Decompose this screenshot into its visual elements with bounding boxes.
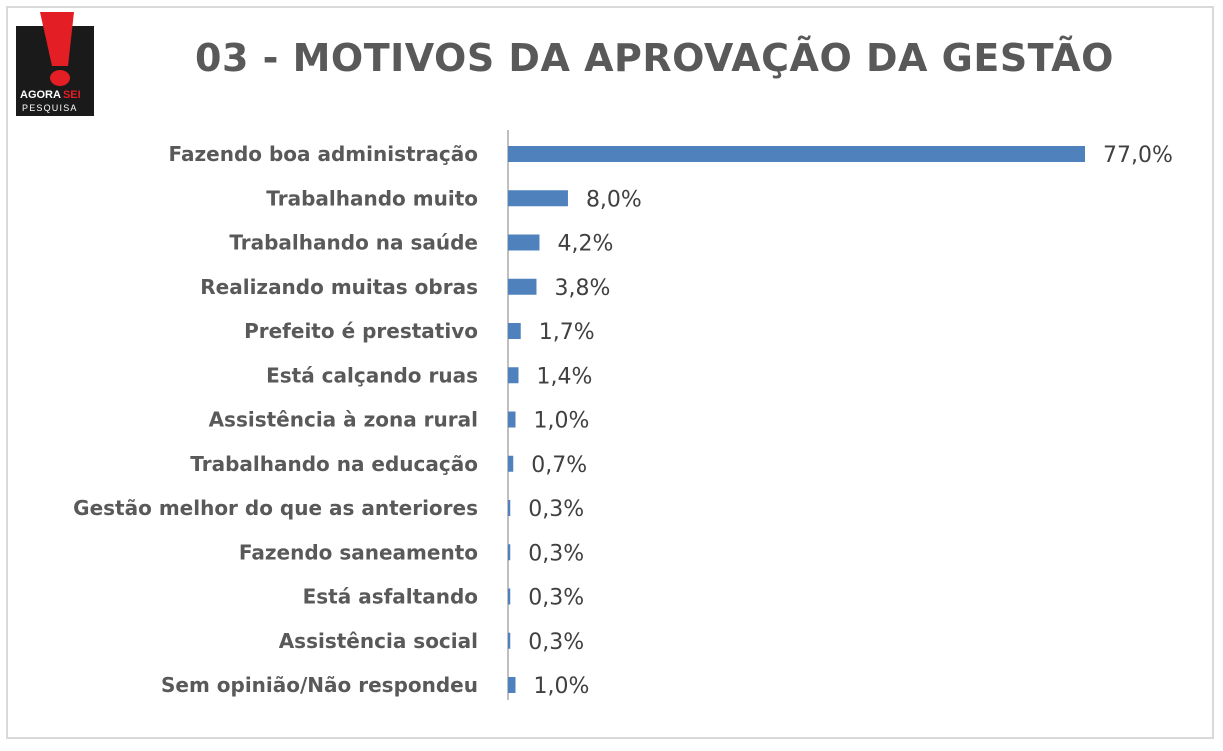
chart-frame [6,6,1214,739]
category-label: Assistência social [279,629,478,653]
logo-brand-sub: PESQUISA [22,103,78,113]
logo-brand-accent: SEI [63,89,81,101]
chart-title: 03 - MOTIVOS DA APROVAÇÃO DA GESTÃO [195,36,1114,80]
bar [508,632,511,649]
bar [508,455,514,472]
bar [508,190,568,207]
bar [508,323,521,339]
data-label: 1,0% [533,674,589,699]
bar [508,677,516,693]
category-label: Está calçando ruas [266,363,478,387]
data-label: 1,0% [533,409,589,434]
logo-graphic: AGORA SEI PESQUISA [16,12,94,116]
data-label: 1,4% [536,364,592,389]
bar [508,278,537,295]
category-label: Trabalhando muito [266,186,478,210]
bar [508,411,516,428]
data-label: 8,0% [586,187,642,212]
data-label: 0,3% [528,541,584,566]
category-label: Fazendo saneamento [239,540,478,564]
data-label: 0,3% [528,497,584,522]
data-label: 3,8% [554,276,610,301]
data-label: 77,0% [1103,143,1173,168]
data-label: 0,3% [528,630,584,655]
category-label: Fazendo boa administração [169,142,478,166]
logo-brand-main: AGORA [20,89,61,101]
agora-sei-logo: AGORA SEI PESQUISA [16,12,94,116]
data-label: 0,7% [531,453,587,478]
data-label: 4,2% [557,232,613,257]
bar [508,544,511,561]
category-label: Está asfaltando [303,585,478,609]
category-label: Trabalhando na saúde [229,231,478,255]
category-label: Assistência à zona rural [209,408,478,432]
bar [508,367,519,384]
category-label: Realizando muitas obras [200,275,478,299]
logo-exclamation-bar [40,12,74,66]
category-label: Trabalhando na educação [190,452,478,476]
logo-exclamation-dot [50,70,70,86]
data-label: 1,7% [539,320,595,345]
category-label: Gestão melhor do que as anteriores [73,496,478,520]
category-label: Sem opinião/Não respondeu [161,673,478,697]
data-label: 0,3% [528,586,584,611]
bar [508,234,540,251]
bar [508,588,511,605]
category-label: Prefeito é prestativo [244,319,478,343]
bar [508,500,511,516]
bar [508,146,1085,162]
